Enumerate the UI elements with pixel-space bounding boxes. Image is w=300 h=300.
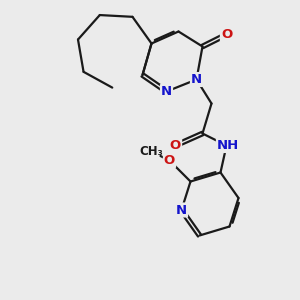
Text: NH: NH xyxy=(217,139,239,152)
Text: O: O xyxy=(221,28,232,41)
Text: CH₃: CH₃ xyxy=(140,145,164,158)
Text: N: N xyxy=(191,73,202,86)
Text: N: N xyxy=(161,85,172,98)
Text: O: O xyxy=(164,154,175,167)
Text: N: N xyxy=(176,203,187,217)
Text: O: O xyxy=(170,139,181,152)
